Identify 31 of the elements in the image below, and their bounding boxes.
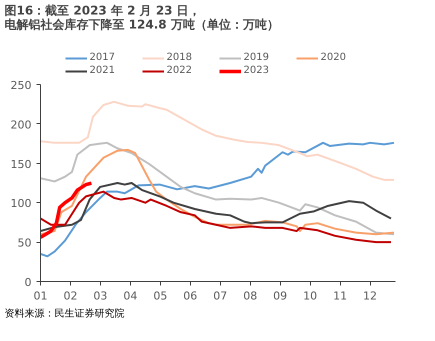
x-tick-label: 11 <box>333 290 348 302</box>
line-series <box>40 142 395 258</box>
legend-label: 2022 <box>166 65 193 76</box>
legend-label: 2018 <box>166 52 193 63</box>
x-tick-label: 03 <box>93 290 108 302</box>
legend-label: 2020 <box>320 52 347 63</box>
x-tick-label: 10 <box>303 290 318 302</box>
chart-title: 图16：截至 2023 年 2 月 23 日，电解铝社会库存下降至 124.8 万吨（单位：万吨） <box>4 4 279 32</box>
x-tick-label: 01 <box>34 290 48 302</box>
x-tick-label: 04 <box>123 290 138 302</box>
x-tick-label: 09 <box>273 290 288 302</box>
y-tick-label: 250 <box>10 79 32 92</box>
line-series <box>40 100 395 181</box>
text: 资料来源：民生证券研究院 <box>4 308 124 320</box>
y-tick-label: 200 <box>10 118 32 132</box>
y-tick-label: 50 <box>18 236 32 250</box>
x-tick-label: 02 <box>63 290 78 302</box>
x-tick-label: 05 <box>153 290 168 302</box>
x-tick-label: 06 <box>183 290 198 302</box>
y-tick-label: 150 <box>10 158 32 171</box>
x-tick-label: 12 <box>363 290 378 302</box>
legend-label: 2019 <box>244 52 270 63</box>
x-tick-label: 08 <box>243 290 258 302</box>
legend-label: 2017 <box>90 52 116 63</box>
legend-label: 2021 <box>90 65 116 76</box>
y-tick-label: 100 <box>10 197 32 210</box>
line-series <box>40 190 392 244</box>
y-tick-label: 0 <box>24 276 32 289</box>
legend-label: 2023 <box>244 65 270 76</box>
x-tick-label: 07 <box>213 290 228 302</box>
line-series <box>40 181 94 240</box>
